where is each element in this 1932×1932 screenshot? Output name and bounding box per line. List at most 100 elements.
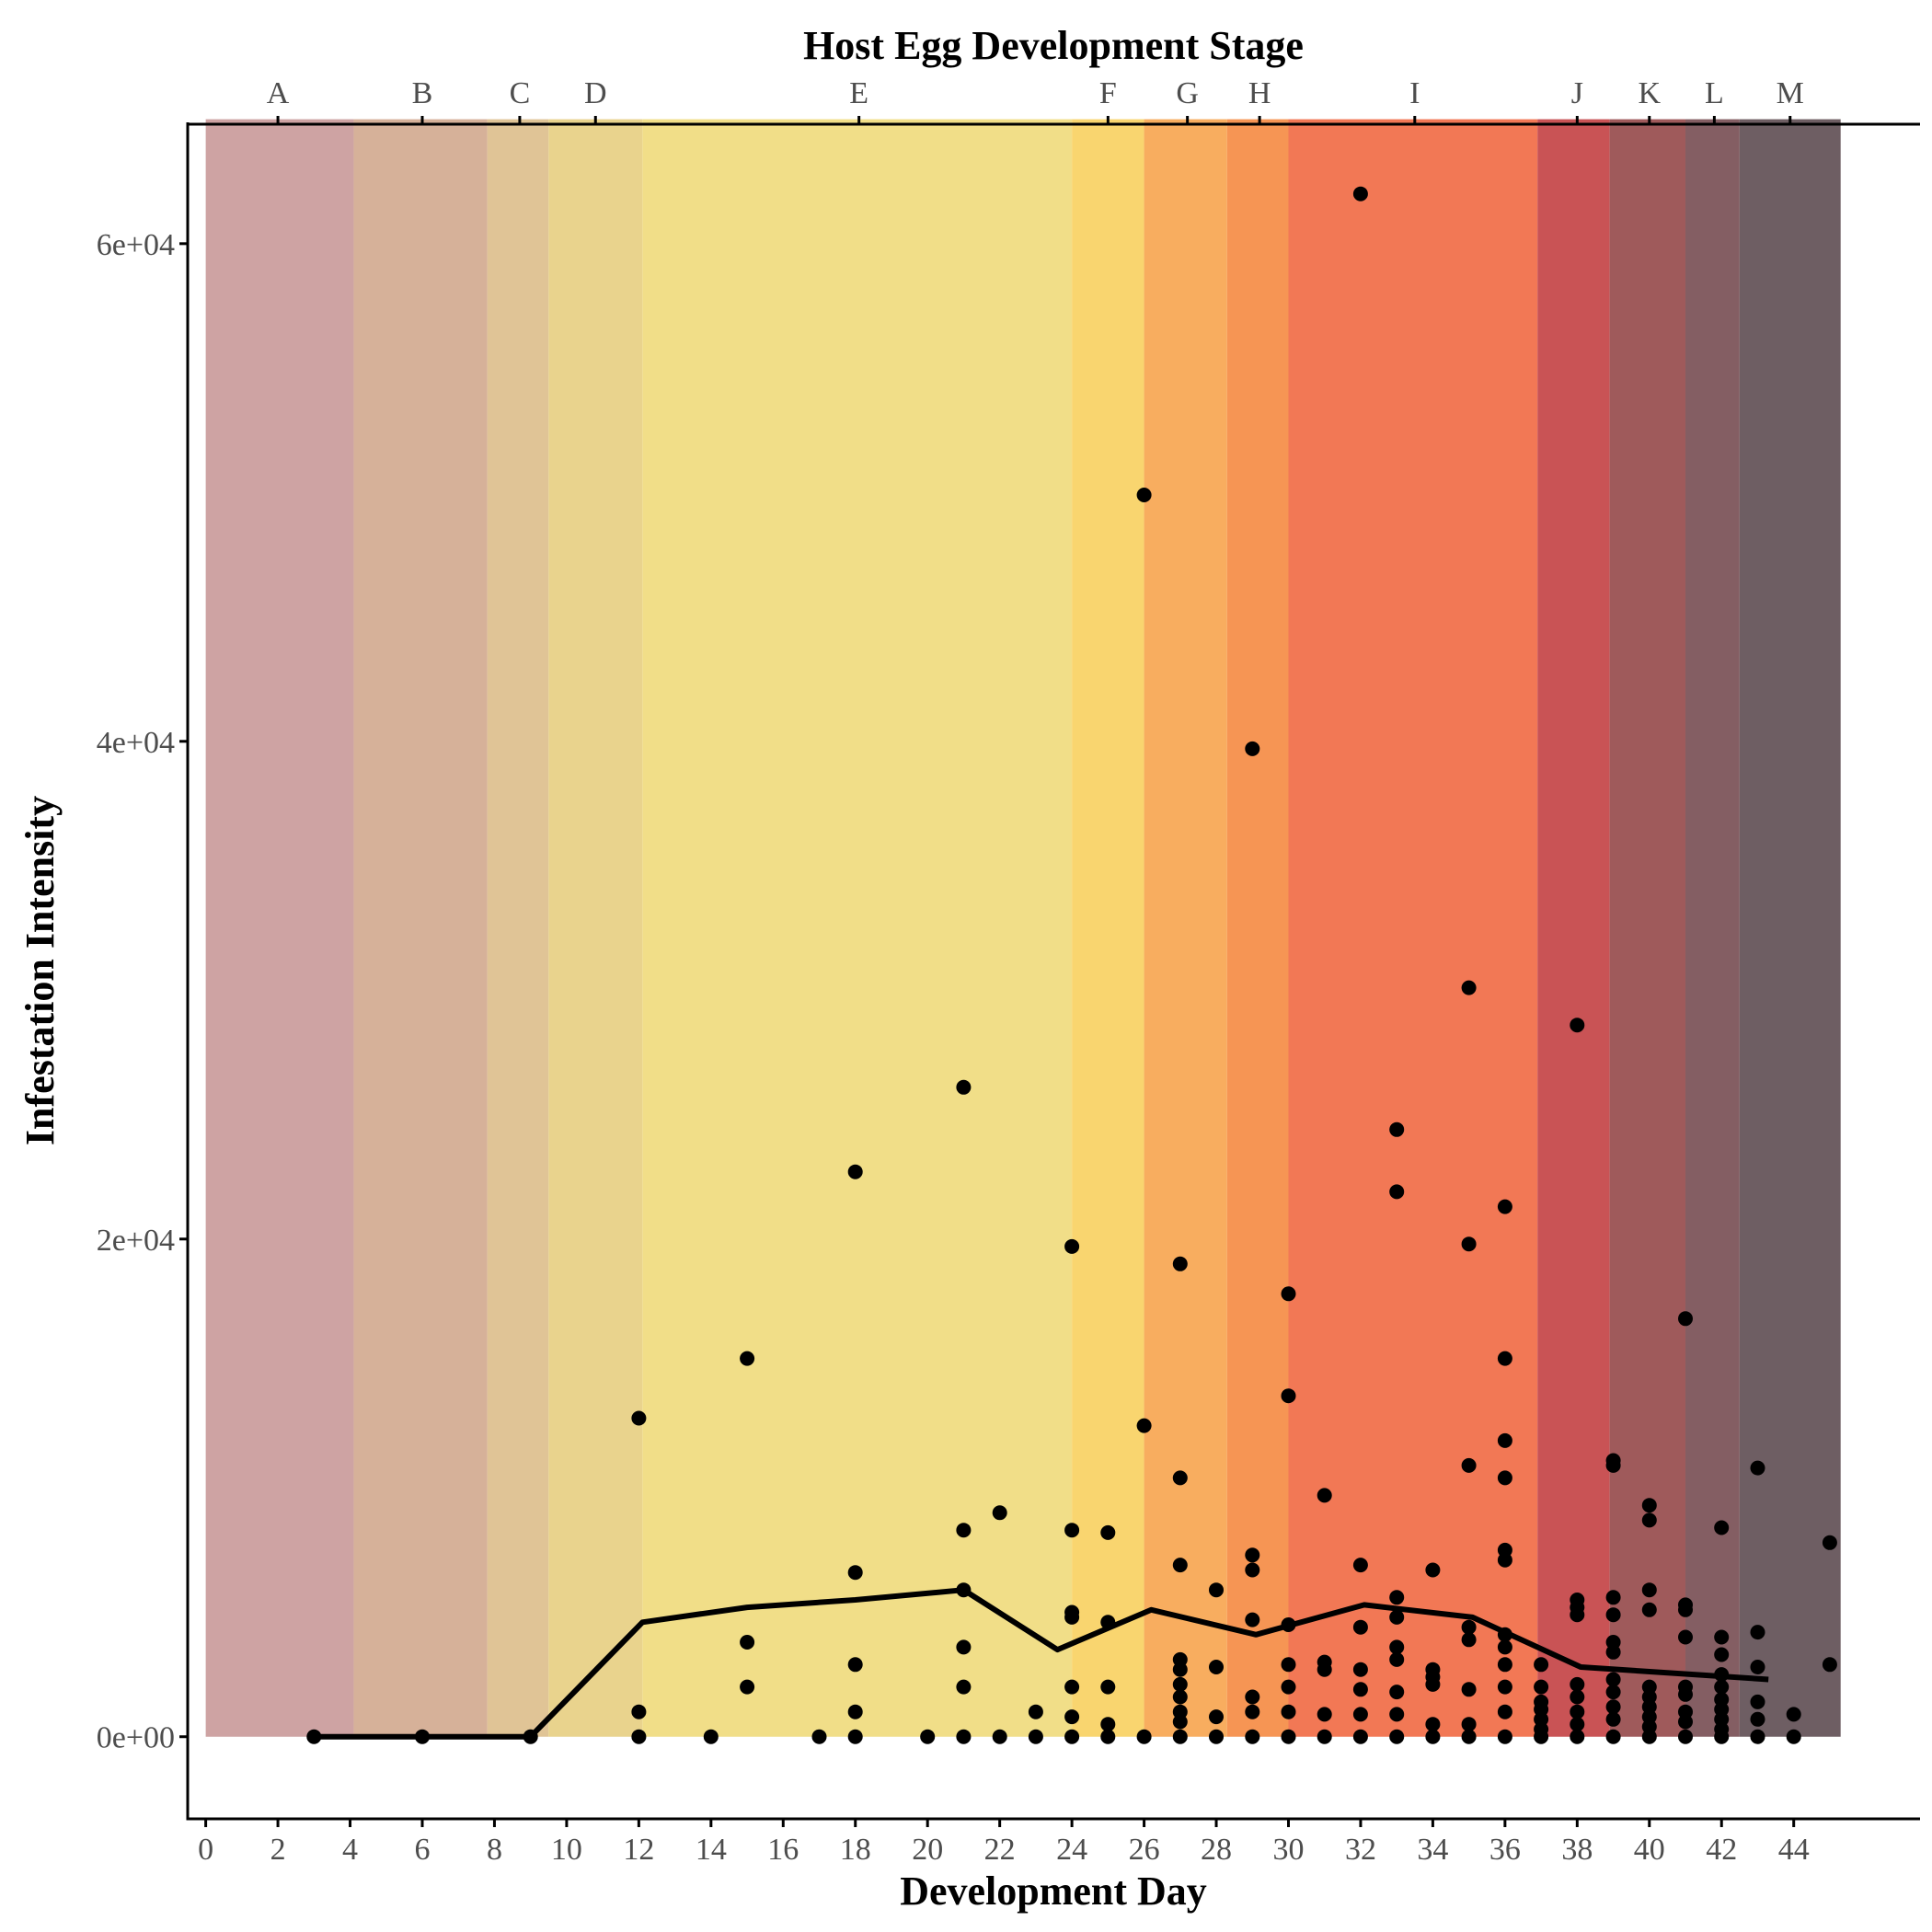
data-point [1461, 1729, 1477, 1744]
stage-ticks: A B C D E F G H I J K L M [267, 76, 1804, 124]
data-point [1641, 1498, 1657, 1513]
data-point [1100, 1717, 1116, 1732]
x-tick-label: 2 [270, 1833, 286, 1867]
data-point [1570, 1018, 1585, 1033]
data-point [1678, 1704, 1693, 1719]
stage-tick-label-l: L [1705, 76, 1724, 110]
data-point [956, 1079, 972, 1095]
x-axis-title: Development Day [900, 1869, 1207, 1914]
stage-band-h [1226, 119, 1289, 1737]
data-point [1352, 186, 1368, 201]
data-point [1425, 1717, 1441, 1732]
data-point [1281, 1286, 1296, 1302]
x-tick-label: 22 [984, 1833, 1016, 1867]
data-point [1641, 1582, 1657, 1598]
data-point [740, 1679, 755, 1695]
data-point [1064, 1709, 1080, 1725]
data-point [956, 1729, 972, 1744]
data-point [956, 1582, 972, 1598]
data-point [1497, 1470, 1512, 1486]
data-point [1461, 1717, 1477, 1732]
x-tick-label: 40 [1634, 1833, 1665, 1867]
data-point [1461, 980, 1477, 995]
data-point [523, 1729, 538, 1744]
data-point [847, 1704, 863, 1719]
stage-tick-label-d: D [584, 76, 607, 110]
stage-band-g [1144, 119, 1227, 1737]
data-point [1605, 1729, 1621, 1744]
data-point [1281, 1679, 1296, 1695]
data-point [1172, 1470, 1188, 1486]
data-point [415, 1729, 430, 1744]
data-point [1750, 1694, 1765, 1709]
data-point [920, 1729, 936, 1744]
data-point [1497, 1542, 1512, 1558]
stage-band-d [548, 119, 643, 1737]
data-point [1172, 1256, 1188, 1271]
data-point [740, 1351, 755, 1366]
data-point [1534, 1657, 1549, 1673]
data-point [1534, 1694, 1549, 1709]
data-point [811, 1729, 827, 1744]
data-point [1172, 1689, 1188, 1705]
data-point [1641, 1512, 1657, 1528]
data-point [1389, 1590, 1405, 1605]
data-point [1497, 1729, 1512, 1744]
data-point [1750, 1711, 1765, 1727]
data-point [1245, 1562, 1260, 1578]
data-point [1641, 1602, 1657, 1617]
data-point [992, 1729, 1007, 1744]
data-point [631, 1704, 647, 1719]
stage-band-b [353, 119, 488, 1737]
data-point [1317, 1729, 1332, 1744]
data-point [1570, 1689, 1585, 1705]
data-point [1136, 1729, 1152, 1744]
data-point [1497, 1639, 1512, 1655]
data-point [1605, 1453, 1621, 1468]
data-point [1786, 1729, 1801, 1744]
stage-band-l [1685, 119, 1740, 1737]
x-tick-label: 16 [767, 1833, 799, 1867]
data-point [1750, 1660, 1765, 1674]
data-point [1136, 488, 1152, 502]
stage-tick-label-b: B [412, 76, 433, 110]
data-point [1678, 1311, 1693, 1327]
data-point [1605, 1607, 1621, 1623]
x-tick-label: 26 [1129, 1833, 1160, 1867]
stage-band-e [642, 119, 1073, 1737]
data-point [1281, 1657, 1296, 1673]
data-point [631, 1410, 647, 1426]
x-tick-label: 4 [342, 1833, 358, 1867]
x-tick-label: 10 [551, 1833, 582, 1867]
data-point [1497, 1679, 1512, 1695]
data-point [1172, 1729, 1188, 1744]
data-point [1100, 1679, 1116, 1695]
data-point [1064, 1238, 1080, 1254]
data-point [1352, 1662, 1368, 1677]
data-point [1570, 1729, 1585, 1744]
data-point [1605, 1699, 1621, 1715]
stage-tick-label-k: K [1639, 76, 1662, 110]
y-axis-title: Infestation Intensity [17, 796, 63, 1145]
stage-tick-label-f: F [1099, 76, 1117, 110]
x-tick-label: 0 [198, 1833, 213, 1867]
data-point [306, 1729, 322, 1744]
top-axis-title: Host Egg Development Stage [803, 23, 1304, 68]
data-point [1281, 1617, 1296, 1632]
data-point [1605, 1685, 1621, 1700]
y-ticks: 0e+00 2e+04 4e+04 6e+04 [97, 228, 188, 1755]
x-tick-label: 28 [1201, 1833, 1232, 1867]
data-point [1822, 1657, 1837, 1673]
data-point [1352, 1558, 1368, 1573]
data-point [1750, 1625, 1765, 1640]
stage-band-j [1537, 119, 1610, 1737]
data-point [1172, 1676, 1188, 1692]
data-point [1822, 1535, 1837, 1550]
data-point [1786, 1707, 1801, 1722]
data-point [1605, 1672, 1621, 1687]
data-point [1389, 1184, 1405, 1200]
data-point [1678, 1629, 1693, 1645]
data-point [1209, 1582, 1224, 1598]
data-point [1281, 1388, 1296, 1404]
